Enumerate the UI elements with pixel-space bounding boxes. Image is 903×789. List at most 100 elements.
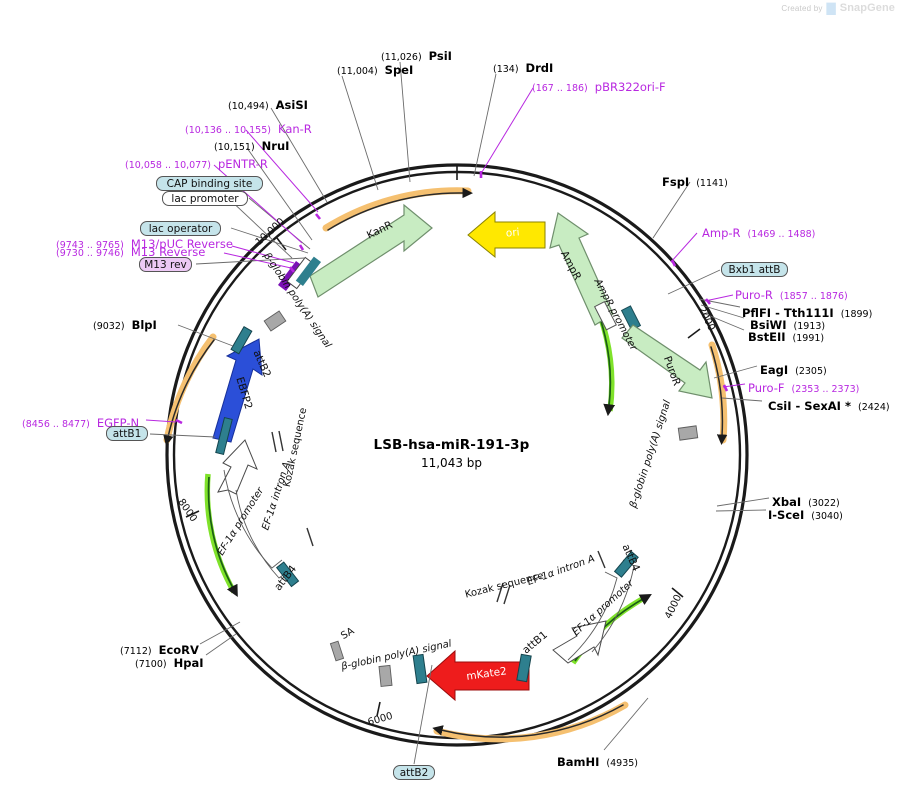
boxed-label-m13_rev[interactable]: M13 rev [139,257,192,272]
psii-position: (11,026) [381,52,422,63]
amp_r-name: Amp-R [702,226,741,240]
created-by-text: Created by [781,3,823,13]
boxed-label-lac_operator[interactable]: lac operator [140,221,221,236]
plasmid-title-block: LSB-hsa-miR-191-3p 11,043 bp [0,437,903,470]
hpai-position: (7100) [135,659,167,670]
annotation-bamhi[interactable]: BamHI (4935) [557,756,638,770]
attb2_box-text: attB2 [399,767,429,779]
kanr_p-name: Kan-R [277,122,312,136]
m13_rev-text: M13 rev [144,259,187,271]
annotation-fspi[interactable]: FspI (1141) [662,176,728,190]
pbr322-name: pBR322ori-F [594,80,666,94]
annotation-psii[interactable]: (11,026) PsiI [381,50,452,64]
eagi-name: EagI [760,363,789,377]
m13puc-name: M13/pUC Reverse [130,237,233,251]
annotation-amp_r[interactable]: Amp-R (1469 .. 1488) [702,227,815,241]
annotation-eagi[interactable]: EagI (2305) [760,364,827,378]
annotation-nrui[interactable]: (10,151) NruI [214,140,289,154]
feature-ampr-promoter[interactable] [593,301,617,331]
kanr_p-position: (10,136 .. 10,155) [185,125,271,136]
lac_promoter-text: lac promoter [171,193,239,205]
blpi-position: (9032) [93,321,125,332]
egfp_n-position: (8456 .. 8477) [22,419,90,430]
eagi-position: (2305) [795,366,827,377]
annotation-pflfi[interactable]: PflFI - Tth111I (1899) [742,307,872,321]
feature-kanr[interactable] [309,203,433,298]
psii-name: PsiI [428,49,452,63]
nrui-name: NruI [261,139,290,153]
snapgene-watermark: Created by ▇ SnapGene [781,2,895,14]
puro_f-name: Puro-F [748,381,785,395]
boxed-label-attb1_box[interactable]: attB1 [106,426,148,441]
annotation-kanr_p[interactable]: (10,136 .. 10,155) Kan-R [185,123,312,137]
bsteii-position: (1991) [792,333,825,344]
feature-mkate2[interactable] [426,649,530,702]
pflfi-name: PflFI - Tth111I [742,306,834,320]
amp_r-position: (1469 .. 1488) [747,229,816,240]
m13puc-position: (9743 .. 9765) [56,240,124,251]
i_scei-name: I-SceI [768,508,805,522]
pflfi-position: (1899) [840,309,873,320]
fspi-name: FspI [662,175,690,189]
annotation-asisi[interactable]: (10,494) AsiSI [228,99,308,113]
annotation-bsiwi[interactable]: BsiWI (1913) [750,319,825,333]
annotation-puro_f[interactable]: Puro-F (2353 .. 2373) [748,382,859,396]
annotation-i_scei[interactable]: I-SceI (3040) [768,509,843,523]
lac_operator-text: lac operator [148,223,213,235]
feature-ori[interactable] [467,210,546,259]
xbai-name: XbaI [772,495,802,509]
feature-ebfp2[interactable] [212,338,263,443]
puro_r-position: (1857 .. 1876) [779,291,848,302]
annotation-xbai[interactable]: XbaI (3022) [772,496,840,510]
leader-lines-purple [145,87,746,423]
ecorv-position: (7112) [120,646,152,657]
spei-name: SpeI [384,63,414,77]
ecorv-name: EcoRV [158,643,199,657]
annotation-spei[interactable]: (11,004) SpeI [337,64,413,78]
bamhi-name: BamHI [557,755,600,769]
boxed-label-attb2_box[interactable]: attB2 [393,765,435,780]
annotation-csii[interactable]: CsiI - SexAI * (2424) [768,400,890,414]
asisi-name: AsiSI [275,98,308,112]
snapgene-brand: SnapGene [839,2,895,14]
annotation-pbr322[interactable]: (167 .. 186) pBR322ori-F [532,81,666,95]
gray-feature-boxes [263,310,699,687]
feature-puror[interactable] [621,324,713,399]
feature-ampr[interactable] [549,211,614,326]
feature-label-mkate2[interactable]: mKate2 [466,665,508,683]
blpi-name: BlpI [131,318,157,332]
puro_f-position: (2353 .. 2373) [791,384,860,395]
bsiwi-position: (1913) [793,321,826,332]
annotation-pentr_r[interactable]: (10,058 .. 10,077) pENTR-R [125,158,268,172]
white-connector-outlines [223,469,635,661]
drdi-name: DrdI [525,61,554,75]
bsteii-name: BstEII [748,330,786,344]
spei-position: (11,004) [337,66,378,77]
annotation-m13puc[interactable]: (9743 .. 9765) M13/pUC Reverse [56,238,233,252]
boxed-label-cap_binding[interactable]: CAP binding site [156,176,263,191]
pentr_r-position: (10,058 .. 10,077) [125,160,211,171]
annotation-puro_r[interactable]: Puro-R (1857 .. 1876) [735,289,848,303]
feature-label-ori[interactable]: ori [505,226,520,239]
primer-tick-marks [175,171,729,425]
plasmid-name: LSB-hsa-miR-191-3p [373,437,530,453]
puro_r-name: Puro-R [735,288,773,302]
annotation-drdi[interactable]: (134) DrdI [493,62,553,76]
bsiwi-name: BsiWI [750,318,787,332]
annotation-blpi[interactable]: (9032) BlpI [93,319,157,333]
annotation-m13rev_p[interactable]: (9730 .. 9746) M13 Reverse [56,246,205,260]
annotation-ecorv[interactable]: (7112) EcoRV [120,644,199,658]
attb1_box-text: attB1 [112,428,142,440]
annotation-bsteii[interactable]: BstEII (1991) [748,331,824,345]
boxed-label-lac_promoter[interactable]: lac promoter [162,191,248,206]
m13rev_p-name: M13 Reverse [130,245,206,259]
transcript-arcs [163,187,728,743]
boxed-label-bxb1_attb[interactable]: Bxb1 attB [721,262,788,277]
hpai-name: HpaI [173,656,204,670]
nrui-position: (10,151) [214,142,255,153]
plasmid-size: 11,043 bp [420,456,483,470]
annotation-hpai[interactable]: (7100) HpaI [135,657,204,671]
